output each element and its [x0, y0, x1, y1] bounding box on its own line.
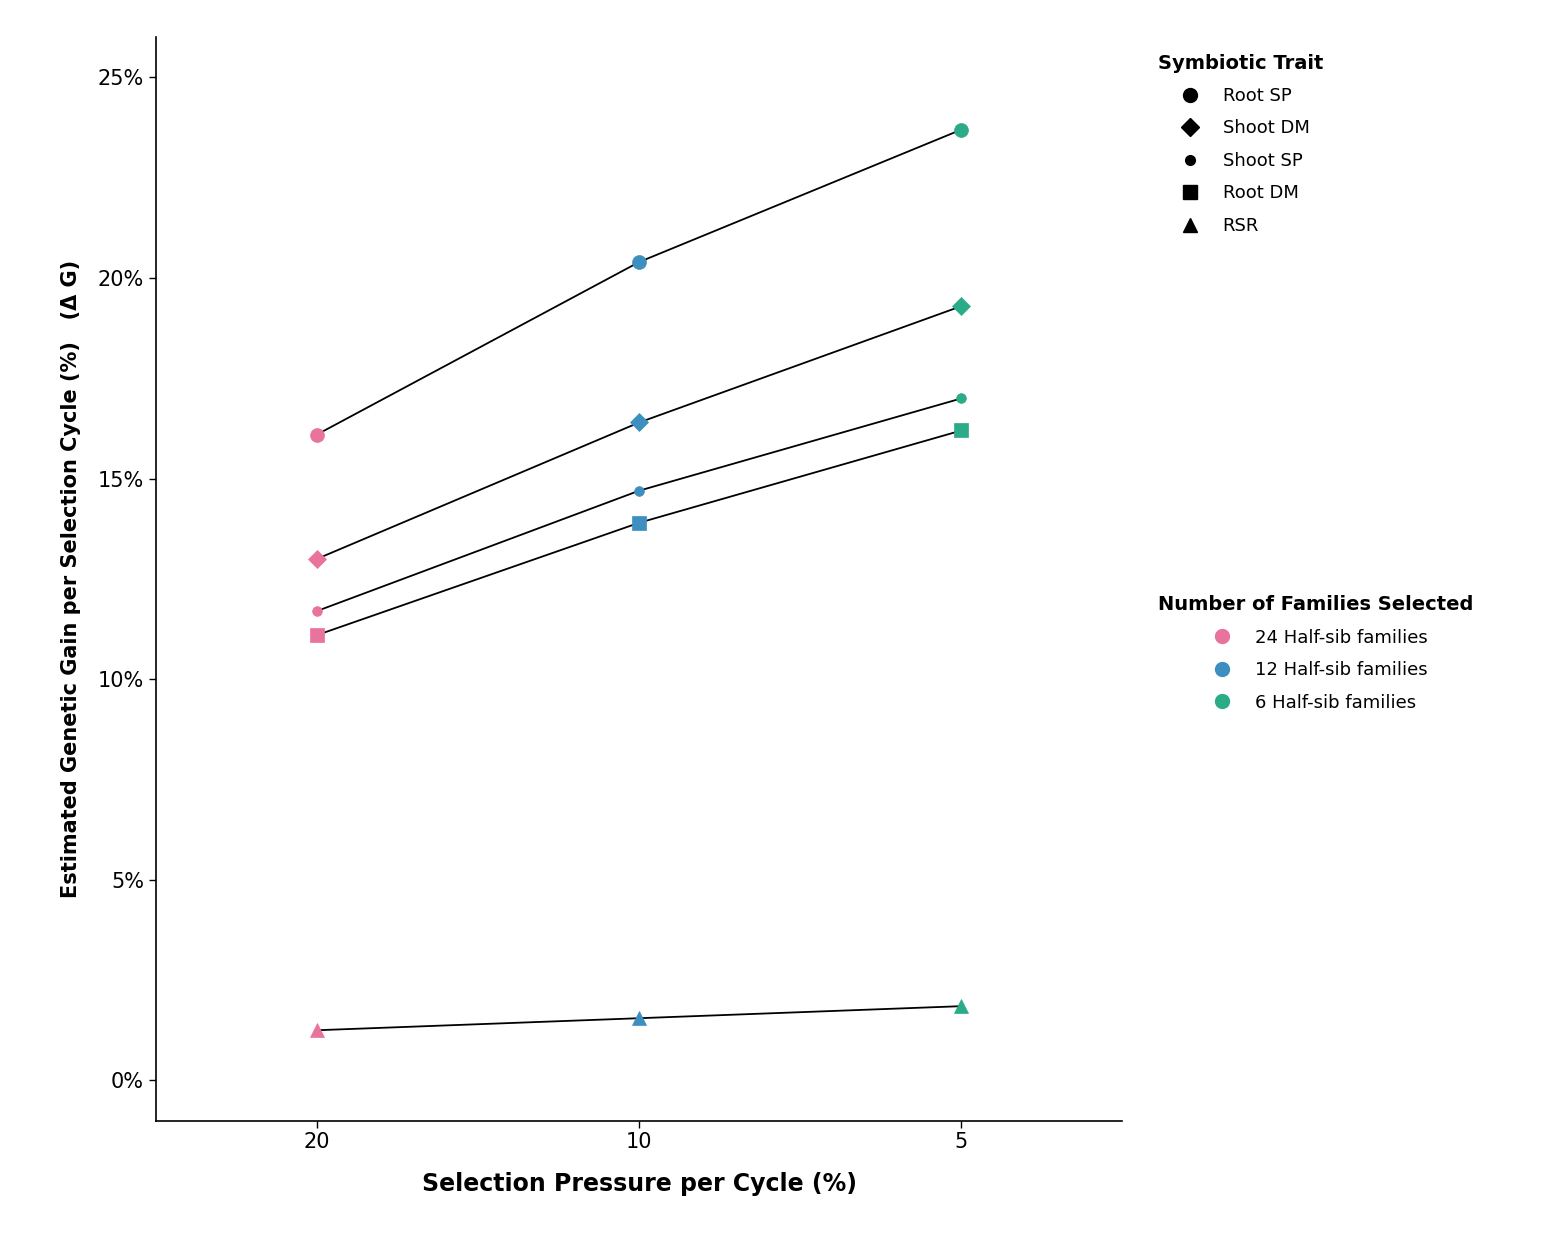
Y-axis label: Estimated Genetic Gain per Selection Cycle (%)   (Δ G): Estimated Genetic Gain per Selection Cyc…	[61, 260, 81, 898]
Legend: 24 Half-sib families, 12 Half-sib families, 6 Half-sib families: 24 Half-sib families, 12 Half-sib famili…	[1151, 588, 1481, 718]
X-axis label: Selection Pressure per Cycle (%): Selection Pressure per Cycle (%)	[421, 1172, 857, 1195]
